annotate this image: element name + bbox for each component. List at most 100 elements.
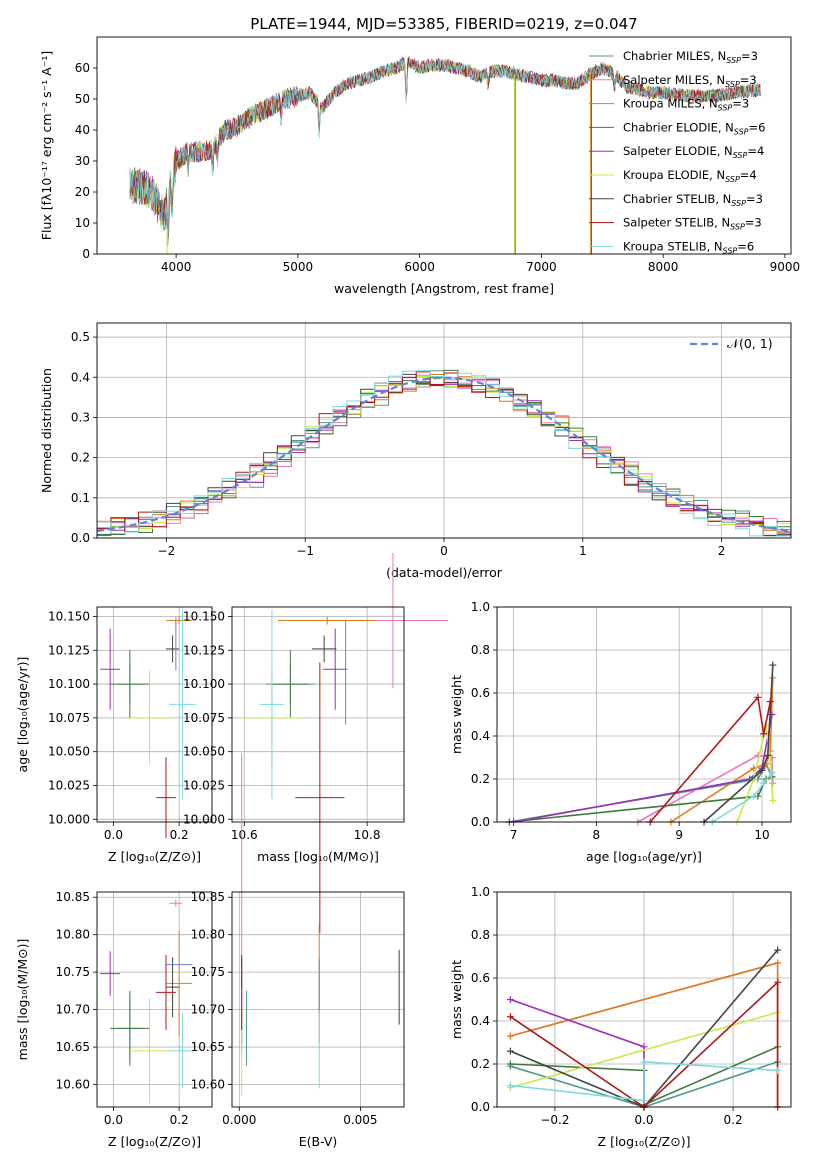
y-tick-label: 0.0: [471, 1100, 490, 1114]
y-tick-label: 1.0: [471, 600, 490, 614]
histogram-line: [97, 371, 791, 536]
panel-weight-vs-age: 7 8 9 10 0.0 0.2 0.4 0.6 0.8 1.0 age [log₁₀(age/yr…: [449, 600, 792, 864]
weight-marker: [750, 792, 758, 800]
axes-frame: [96, 606, 213, 823]
weight-line: [703, 664, 774, 823]
weight-marker: [506, 1047, 514, 1055]
x-tick-label: 8: [593, 828, 601, 842]
x-tick-label: 0.0: [104, 828, 123, 842]
legend-entry: Chabrier MILES, NSSP=3: [623, 49, 758, 65]
y-tick-label: 10.000: [183, 812, 225, 826]
y-tick-label: 10.100: [48, 677, 90, 691]
y-tick-label: 10.125: [183, 643, 225, 657]
y-axis-label: Flux [fλ10⁻¹⁷ erg cm⁻² s⁻¹ A⁻¹]: [39, 51, 54, 240]
weight-marker: [640, 1058, 648, 1066]
x-tick-label: 6000: [404, 260, 435, 274]
weight-line: [711, 772, 773, 823]
x-tick-label: −2: [158, 544, 176, 558]
x-axis-label: Z [log₁₀(Z/Z⊙)]: [598, 1134, 691, 1149]
weight-marker: [760, 779, 768, 787]
y-tick-label: 10.025: [48, 778, 90, 792]
y-axis-label: mass [log₁₀(M/M⊙)]: [15, 939, 30, 1061]
y-axis-label: Normed distribution: [39, 368, 54, 493]
y-tick-label: 10.80: [191, 928, 225, 942]
y-tick-label: 10.125: [48, 643, 90, 657]
y-axis-label: age [log₁₀(age/yr)]: [15, 657, 30, 773]
x-tick-label: 1: [579, 544, 587, 558]
weight-marker: [774, 1066, 782, 1074]
x-tick-label: 0.0: [634, 1113, 653, 1127]
x-tick-label: 0.2: [724, 1113, 743, 1127]
legend-entry: Chabrier STELIB, NSSP=3: [623, 192, 763, 208]
legend-entry: Kroupa MILES, NSSP=3: [623, 97, 749, 113]
x-tick-label: −0.2: [540, 1113, 569, 1127]
weight-marker: [774, 959, 782, 967]
y-tick-label: 10.025: [183, 778, 225, 792]
x-tick-label: 10: [754, 828, 769, 842]
y-tick-label: 0.8: [471, 643, 490, 657]
x-tick-label: 0.005: [343, 1113, 377, 1127]
x-tick-label: 0.000: [222, 1113, 256, 1127]
weight-marker: [769, 779, 777, 787]
y-tick-label: 10.075: [183, 711, 225, 725]
histogram-line: [97, 370, 791, 537]
weight-line: [513, 714, 773, 823]
x-tick-label: 4000: [161, 260, 192, 274]
y-tick-label: 10.70: [56, 1003, 90, 1017]
y-tick-label: 10.100: [183, 677, 225, 691]
weight-line: [509, 980, 779, 1109]
x-axis-label: Z [log₁₀(Z/Z⊙)]: [108, 1134, 201, 1149]
y-axis-label: mass weight: [449, 960, 464, 1039]
weight-line: [649, 695, 772, 823]
spectrum-line: [129, 56, 761, 247]
legend-entry: 𝒩(0, 1): [727, 336, 773, 351]
y-tick-label: 10.050: [48, 745, 90, 759]
legend-entry: Salpeter MILES, NSSP=3: [623, 73, 757, 89]
x-axis-label: Z [log₁₀(Z/Z⊙)]: [108, 849, 201, 864]
axes-frame: [96, 891, 213, 1108]
x-axis-label: mass [log₁₀(M/M⊙)]: [257, 849, 379, 864]
weight-marker: [506, 1082, 514, 1089]
x-axis-label: (data-model)/error: [386, 565, 503, 580]
x-tick-label: 9000: [770, 260, 801, 274]
weight-marker: [754, 693, 762, 701]
legend-entry: Chabrier ELODIE, NSSP=6: [623, 120, 765, 136]
y-tick-label: 10.050: [183, 745, 225, 759]
x-axis-label: E(B-V): [299, 1134, 338, 1149]
x-tick-label: 9: [675, 828, 683, 842]
legend-entry: Salpeter ELODIE, NSSP=4: [623, 144, 764, 160]
y-tick-label: 60: [75, 61, 90, 75]
y-tick-label: 0: [82, 247, 90, 261]
x-tick-label: 8000: [648, 260, 679, 274]
weight-marker: [774, 946, 782, 954]
x-axis-label: age [log₁₀(age/yr)]: [586, 849, 702, 864]
spectrum-line: [129, 56, 761, 245]
y-tick-label: 10.65: [191, 1040, 225, 1054]
y-tick-label: 0.4: [471, 729, 490, 743]
weight-marker: [766, 698, 774, 706]
panel-mass-vs-z: 0.0 0.2 10.60 10.65 10.70 10.75 10.80 10.85 Z [l…: [15, 890, 213, 1149]
y-axis-label: mass weight: [449, 675, 464, 754]
weight-marker: [764, 751, 772, 759]
weight-marker: [506, 1032, 514, 1040]
panel-age-vs-mass: 10.6 10.8 10.000 10.025 10.050 10.075 10.100 10…: [183, 552, 449, 933]
axes-frame: [496, 891, 792, 1108]
axes-frame: [496, 606, 792, 823]
weight-line: [510, 1060, 778, 1102]
y-tick-label: 0.5: [71, 330, 90, 344]
y-tick-label: 20: [75, 185, 90, 199]
y-tick-label: 0.6: [471, 971, 490, 985]
weight-line: [736, 725, 774, 823]
y-tick-label: 10.70: [191, 1003, 225, 1017]
x-tick-label: 5000: [283, 260, 314, 274]
axes-frame: [96, 36, 792, 255]
weight-marker: [758, 766, 766, 774]
weight-line: [510, 998, 645, 1107]
panel-weight-vs-z: −0.2 0.0 0.2 0.0 0.2 0.4 0.6 0.8 1.0 Z [log₁₀(Z/Z…: [449, 885, 792, 1149]
y-tick-label: 10.075: [48, 711, 90, 725]
panel-spectrum: 4000 5000 6000 7000 8000 9000 0 10 20 30 40 50 60 wav…: [39, 36, 801, 296]
weight-marker: [506, 1060, 514, 1068]
weight-marker: [640, 1097, 648, 1105]
weight-marker: [506, 996, 514, 1003]
